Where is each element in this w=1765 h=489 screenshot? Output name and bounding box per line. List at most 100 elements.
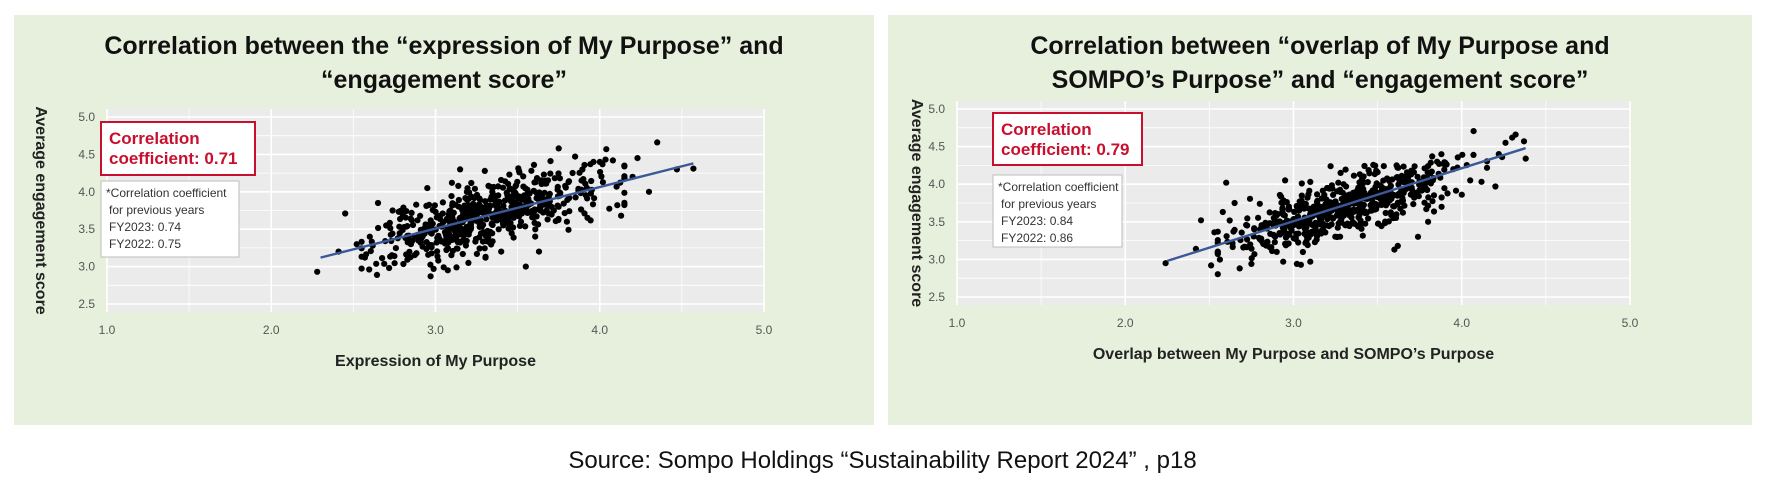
data-point [1246,195,1254,202]
data-point [1424,186,1431,194]
data-point [1382,209,1389,217]
data-point [1238,229,1245,236]
data-point [427,230,435,237]
data-point [1400,163,1407,170]
data-point [375,224,382,232]
data-point [1414,233,1422,240]
data-point [520,173,527,180]
data-point [1378,223,1385,230]
data-point [1492,183,1499,190]
data-point [530,187,537,194]
x-tick-label: 2.0 [1117,316,1134,330]
data-point [1302,240,1309,247]
data-point [403,223,410,230]
data-point [456,215,463,222]
data-point [455,196,462,204]
previous-years-text: FY2022: 0.86 [1001,231,1073,245]
data-point [621,199,628,206]
data-point [1307,258,1314,265]
data-point [1273,248,1280,255]
data-point [554,202,561,209]
data-point [1280,197,1287,204]
data-point [476,195,483,202]
data-point [561,210,568,217]
data-point [486,202,493,209]
data-point [367,248,374,255]
data-point [1301,205,1308,212]
data-point [1229,243,1236,251]
data-point [1459,151,1466,158]
data-point [448,179,455,186]
data-point [1318,216,1325,223]
correlation-text: coefficient: 0.71 [109,149,238,168]
data-point [1307,178,1314,185]
data-point [387,231,394,238]
data-point [1411,163,1418,170]
data-point [434,248,441,255]
data-point [1243,221,1250,229]
data-point [1298,180,1305,187]
data-point [1362,208,1369,215]
data-point [417,239,424,246]
data-point [1280,258,1287,265]
data-point [459,229,466,236]
data-point [506,171,513,178]
data-point [1393,174,1400,181]
data-point [531,214,538,221]
data-point [381,260,388,267]
data-point [1382,218,1389,225]
data-point [408,217,415,224]
data-point [1360,185,1367,193]
data-point [1324,212,1331,220]
data-point [1282,240,1289,247]
data-point [1219,208,1226,216]
data-point [603,146,610,153]
data-point [428,250,435,257]
trend-line [320,162,694,259]
data-point [587,217,594,224]
data-point [1327,163,1334,170]
data-point [1390,191,1397,199]
data-point [419,233,426,240]
y-tick-label: 4.0 [78,185,95,199]
data-point [461,209,468,216]
data-point [428,242,435,249]
data-point [596,158,603,165]
data-point [500,202,507,210]
data-point [463,196,470,203]
y-tick-label: 3.5 [78,222,95,236]
data-point [1343,206,1350,213]
data-point [545,209,552,217]
data-point [484,228,491,235]
data-point [1425,194,1432,201]
data-point [434,253,441,260]
data-point [476,234,483,241]
data-point [488,221,495,228]
data-point [1334,224,1341,231]
data-point [531,219,538,226]
data-point [1244,215,1251,222]
x-tick-label: 1.0 [99,323,116,337]
previous-years-text: *Correlation coefficient [998,180,1119,194]
data-point [1370,161,1377,168]
data-point [1444,190,1451,197]
data-point [429,220,436,227]
data-point [514,178,521,185]
data-point [1359,232,1366,239]
data-point [1430,208,1438,215]
previous-years-text: for previous years [109,203,204,217]
data-point [487,183,494,190]
data-point [613,183,620,190]
data-point [358,265,365,272]
previous-years-text: *Correlation coefficient [106,186,227,200]
data-point [486,239,493,246]
x-tick-label: 5.0 [756,323,773,337]
data-point [569,169,576,177]
data-point [483,216,490,223]
data-point [1369,187,1376,194]
data-point [564,196,571,203]
data-point [1380,163,1387,170]
data-point [439,199,446,206]
data-point [555,170,562,177]
data-point [1400,189,1407,196]
